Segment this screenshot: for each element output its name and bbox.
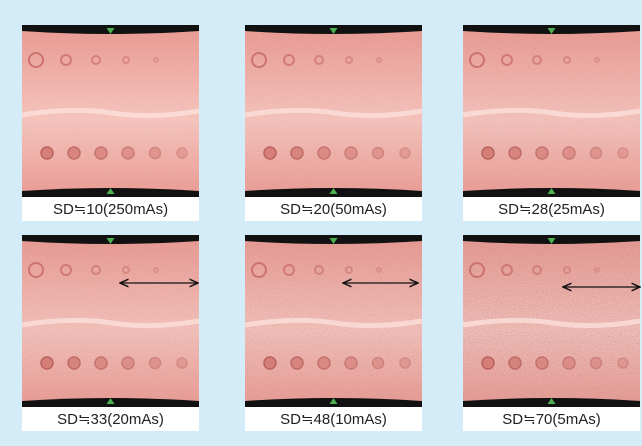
insert-large [345, 357, 357, 369]
insert-large [536, 357, 548, 369]
insert-large [177, 148, 187, 158]
insert-large [618, 148, 628, 158]
insert-large [400, 358, 410, 368]
phantom-panel: SD≒33(20mAs) [22, 235, 199, 431]
insert-large [345, 147, 357, 159]
figure: SD≒10(250mAs) SD≒20(50mAs) SD≒28(25mAs) SD≒… [0, 0, 642, 446]
caption: SD≒70(5mAs) [502, 411, 600, 428]
insert-large [373, 358, 384, 369]
phantom-panel: SD≒28(25mAs) [463, 25, 640, 221]
insert-large [373, 148, 384, 159]
insert-large [95, 147, 107, 159]
insert-large [563, 147, 575, 159]
insert-large [68, 147, 80, 159]
caption: SD≒33(20mAs) [57, 411, 164, 428]
insert-large [318, 357, 330, 369]
insert-large [264, 357, 276, 369]
insert-large [482, 147, 494, 159]
insert-large [482, 357, 494, 369]
insert-large [509, 147, 521, 159]
phantom-panel: SD≒20(50mAs) [245, 25, 422, 221]
insert-large [563, 357, 575, 369]
insert-large [536, 147, 548, 159]
insert-large [68, 357, 80, 369]
insert-large [291, 357, 303, 369]
insert-large [150, 358, 161, 369]
insert-large [618, 358, 628, 368]
insert-large [264, 147, 276, 159]
phantom-panel: SD≒70(5mAs) [463, 235, 640, 431]
caption: SD≒20(50mAs) [280, 201, 387, 218]
insert-large [509, 357, 521, 369]
insert-large [122, 147, 134, 159]
phantom-panel: SD≒10(250mAs) [22, 25, 199, 221]
caption: SD≒28(25mAs) [498, 201, 605, 218]
insert-large [177, 358, 187, 368]
insert-large [318, 147, 330, 159]
phantom-panel: SD≒48(10mAs) [245, 235, 422, 431]
insert-large [41, 147, 53, 159]
insert-large [95, 357, 107, 369]
insert-large [41, 357, 53, 369]
insert-large [291, 147, 303, 159]
insert-large [591, 148, 602, 159]
insert-large [150, 148, 161, 159]
caption: SD≒48(10mAs) [280, 411, 387, 428]
caption: SD≒10(250mAs) [53, 201, 168, 218]
insert-large [591, 358, 602, 369]
insert-large [400, 148, 410, 158]
insert-large [122, 357, 134, 369]
